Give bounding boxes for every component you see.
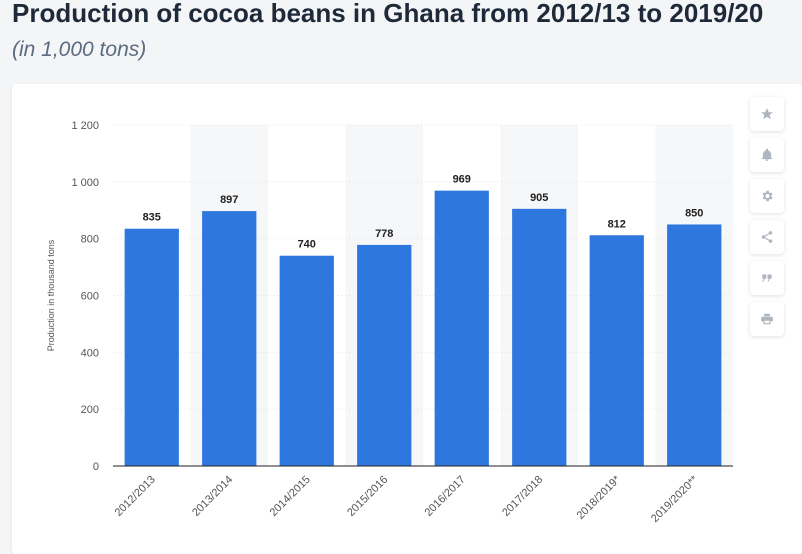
- page-title: Production of cocoa beans in Ghana from …: [12, 0, 764, 28]
- x-tick-label: 2017/2018: [500, 474, 545, 519]
- data-label: 969: [453, 174, 471, 186]
- settings-button[interactable]: [750, 179, 784, 213]
- y-tick-label: 0: [93, 461, 99, 473]
- y-tick-label: 1 200: [71, 120, 99, 132]
- bar: [357, 244, 412, 466]
- y-tick-label: 400: [81, 347, 99, 359]
- x-tick-label: 2012/2013: [113, 474, 158, 519]
- share-button[interactable]: [750, 220, 784, 254]
- bar: [589, 235, 644, 466]
- print-icon: [761, 313, 773, 325]
- data-label: 812: [608, 218, 626, 230]
- y-tick-label: 600: [81, 291, 99, 303]
- chart-toolbar: [750, 97, 784, 343]
- x-tick-label: 2016/2017: [423, 474, 468, 519]
- gear-icon: [762, 190, 773, 202]
- x-tick-label: 2014/2015: [268, 474, 313, 519]
- bar: [667, 224, 722, 466]
- star-icon: [761, 108, 773, 120]
- chart-card: 0 200 400 600 800 1 000 1 200 Production in tho…: [12, 84, 802, 554]
- y-axis-title: Production in thousand tons: [46, 239, 56, 351]
- notification-button[interactable]: [750, 138, 784, 172]
- x-tick-label: 2015/2016: [345, 474, 390, 519]
- share-icon: [761, 231, 773, 243]
- bar: [434, 190, 489, 466]
- y-tick-label: 1 000: [71, 177, 99, 189]
- bar: [202, 211, 257, 466]
- bar: [279, 255, 334, 466]
- page-subtitle: (in 1,000 tons): [12, 38, 147, 61]
- quote-icon: [762, 274, 772, 282]
- print-button[interactable]: [750, 302, 784, 336]
- data-label: 897: [220, 194, 238, 206]
- x-tick-label: 2013/2014: [190, 474, 235, 519]
- bell-icon: [761, 148, 773, 161]
- data-label: 778: [375, 228, 393, 240]
- bar-chart: 0 200 400 600 800 1 000 1 200 Production in tho…: [46, 120, 733, 525]
- cite-button[interactable]: [750, 261, 784, 295]
- x-tick-label: 2018/2019*: [575, 473, 624, 522]
- data-label: 835: [143, 212, 161, 224]
- bar: [124, 228, 179, 466]
- favorite-button[interactable]: [750, 97, 784, 131]
- y-tick-label: 800: [81, 234, 99, 246]
- data-label: 850: [685, 207, 703, 219]
- bar: [512, 208, 567, 466]
- data-label: 905: [530, 192, 548, 204]
- x-tick-label: 2019/2020**: [649, 473, 701, 525]
- data-label: 740: [298, 239, 316, 251]
- y-tick-label: 200: [81, 404, 99, 416]
